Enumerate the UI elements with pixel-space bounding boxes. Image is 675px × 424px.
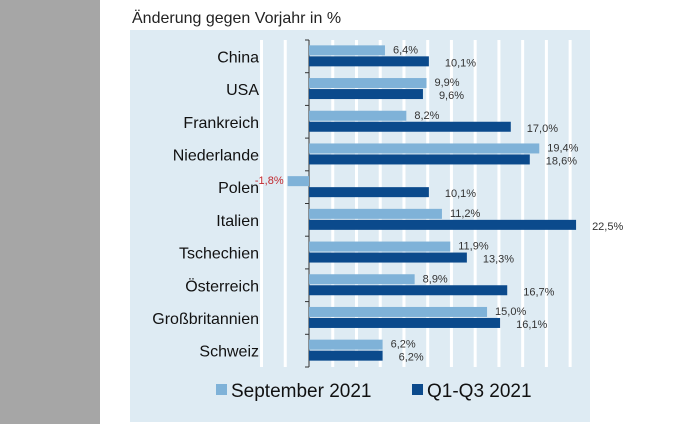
- data-label: -1,8%: [255, 175, 284, 187]
- data-label: 10,1%: [445, 188, 476, 200]
- category-label: Großbritannien: [152, 311, 259, 328]
- bar-q1-q3-2021: [309, 89, 423, 100]
- bar-q1-q3-2021: [309, 187, 429, 198]
- category-label: Schweiz: [199, 344, 259, 361]
- data-label: 11,2%: [450, 208, 481, 220]
- data-label: 6,4%: [393, 44, 418, 56]
- data-label: 6,2%: [399, 352, 424, 364]
- data-label: 9,9%: [435, 77, 460, 89]
- data-label: 15,0%: [495, 306, 526, 318]
- bar-september-2021: [287, 176, 309, 187]
- bar-q1-q3-2021: [309, 317, 501, 328]
- bar-q1-q3-2021: [309, 350, 383, 361]
- category-label: Österreich: [185, 277, 259, 295]
- data-label: 8,2%: [414, 110, 439, 122]
- category-label: USA: [226, 82, 259, 99]
- chart-title: Änderung gegen Vorjahr in %: [132, 10, 342, 27]
- data-label: 6,2%: [391, 339, 416, 351]
- category-label: Niederlande: [173, 147, 259, 164]
- data-label: 10,1%: [445, 57, 476, 69]
- bar-q1-q3-2021: [309, 285, 508, 296]
- data-label: 9,6%: [439, 90, 464, 102]
- data-label: 11,9%: [458, 241, 489, 253]
- data-label: 8,9%: [423, 273, 448, 285]
- data-label: 13,3%: [483, 254, 514, 266]
- bar-q1-q3-2021: [309, 219, 577, 230]
- data-label: 17,0%: [527, 123, 558, 135]
- legend-label: Q1-Q3 2021: [427, 381, 532, 402]
- bar-q1-q3-2021: [309, 121, 511, 132]
- data-label: 16,7%: [523, 286, 554, 298]
- data-label: 22,5%: [592, 221, 623, 233]
- category-label: Frankreich: [183, 115, 259, 132]
- data-label: 19,4%: [547, 142, 578, 154]
- category-label: Tschechien: [179, 246, 259, 263]
- data-label: 16,1%: [516, 319, 547, 331]
- bar-september-2021: [309, 306, 488, 317]
- left-gray-strip: [0, 0, 100, 424]
- bar-september-2021: [309, 208, 442, 219]
- category-label: Polen: [218, 180, 259, 197]
- bar-q1-q3-2021: [309, 154, 530, 165]
- bar-september-2021: [309, 78, 427, 89]
- category-label: China: [217, 49, 259, 66]
- legend-swatch: [412, 384, 423, 395]
- bar-september-2021: [309, 241, 451, 252]
- legend-label: September 2021: [231, 381, 372, 402]
- data-label: 18,6%: [546, 155, 577, 167]
- category-label: Italien: [216, 213, 259, 230]
- bar-september-2021: [309, 143, 540, 154]
- bar-september-2021: [309, 45, 385, 56]
- bar-september-2021: [309, 274, 415, 285]
- bar-september-2021: [309, 110, 407, 121]
- bar-september-2021: [309, 339, 383, 350]
- legend-swatch: [216, 384, 227, 395]
- bar-q1-q3-2021: [309, 56, 429, 67]
- bar-q1-q3-2021: [309, 252, 467, 263]
